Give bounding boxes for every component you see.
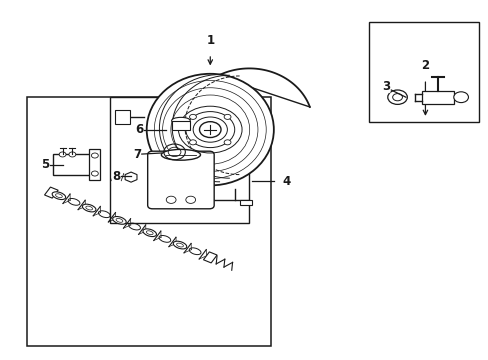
Text: 7: 7	[133, 148, 141, 161]
Bar	[368, 22, 478, 122]
Ellipse shape	[112, 216, 126, 224]
Ellipse shape	[146, 74, 273, 185]
Ellipse shape	[52, 192, 65, 199]
Circle shape	[189, 140, 196, 145]
Bar	[168, 200, 181, 205]
Bar	[115, 110, 129, 124]
Ellipse shape	[176, 243, 183, 247]
Circle shape	[453, 92, 468, 103]
Bar	[110, 97, 249, 223]
Text: 5: 5	[41, 158, 49, 171]
Circle shape	[189, 114, 196, 120]
Circle shape	[199, 122, 221, 138]
Ellipse shape	[82, 204, 96, 212]
Text: 6: 6	[135, 123, 142, 136]
Ellipse shape	[85, 206, 92, 210]
Ellipse shape	[56, 194, 62, 198]
FancyBboxPatch shape	[147, 151, 214, 209]
Ellipse shape	[171, 117, 190, 124]
Bar	[89, 149, 100, 180]
Circle shape	[387, 90, 407, 104]
Bar	[421, 91, 453, 104]
Text: 3: 3	[382, 80, 389, 93]
Text: 4: 4	[282, 175, 290, 188]
Text: 1: 1	[206, 34, 214, 47]
Ellipse shape	[146, 231, 153, 235]
Circle shape	[392, 94, 402, 101]
Circle shape	[224, 140, 230, 145]
Polygon shape	[44, 187, 58, 198]
Circle shape	[91, 153, 98, 158]
Circle shape	[59, 152, 66, 157]
Text: 8: 8	[112, 170, 120, 183]
Polygon shape	[203, 252, 217, 263]
Ellipse shape	[116, 219, 122, 222]
Circle shape	[224, 114, 230, 120]
Ellipse shape	[173, 241, 186, 249]
Ellipse shape	[142, 229, 156, 237]
Text: 2: 2	[421, 59, 428, 72]
Bar	[171, 121, 190, 130]
Bar	[53, 154, 92, 175]
Ellipse shape	[161, 149, 200, 160]
Circle shape	[69, 152, 76, 157]
Bar	[27, 97, 271, 346]
Circle shape	[91, 171, 98, 176]
Polygon shape	[125, 172, 137, 182]
Bar	[239, 200, 251, 205]
